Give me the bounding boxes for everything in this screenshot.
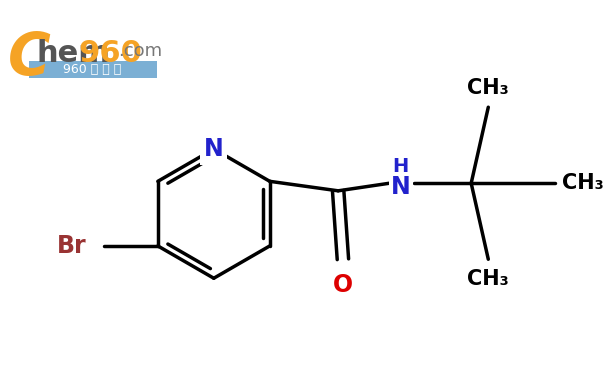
Text: Br: Br xyxy=(57,234,87,258)
Text: CH₃: CH₃ xyxy=(468,269,509,289)
FancyBboxPatch shape xyxy=(28,61,157,78)
Text: .com: .com xyxy=(118,42,162,60)
Text: hem: hem xyxy=(36,39,110,68)
Text: N: N xyxy=(391,175,411,199)
Text: O: O xyxy=(333,273,353,297)
Text: C: C xyxy=(8,30,50,87)
Text: CH₃: CH₃ xyxy=(563,173,604,193)
Text: H: H xyxy=(393,157,409,176)
Text: N: N xyxy=(204,137,224,161)
Text: CH₃: CH₃ xyxy=(468,78,509,98)
Text: 960: 960 xyxy=(79,39,143,68)
Text: 960 化 工 网: 960 化 工 网 xyxy=(63,63,121,76)
